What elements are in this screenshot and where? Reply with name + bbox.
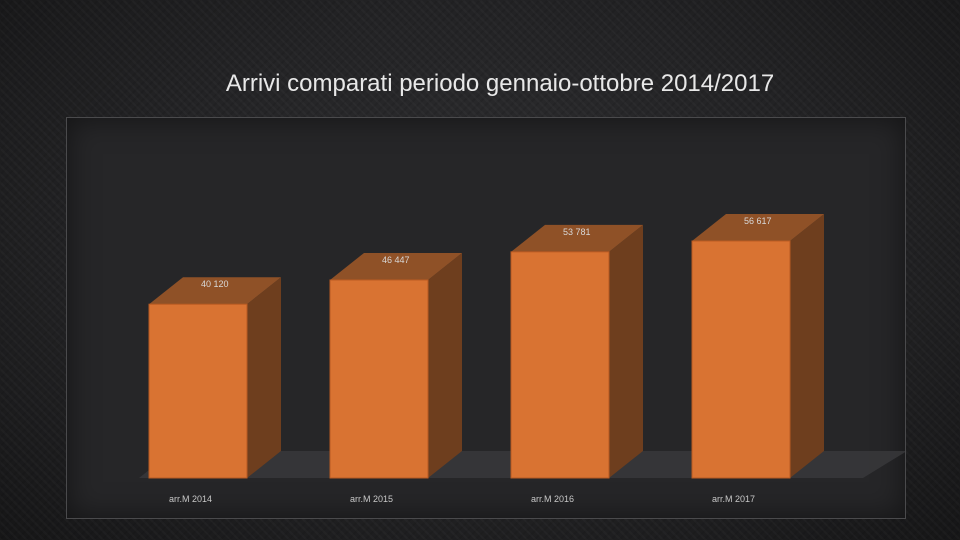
slide-title: Arrivi comparati periodo gennaio-ottobre… [225, 70, 775, 97]
data-label-4: 56 617 [744, 216, 772, 226]
chart-area: 40 120 arr.M 2014 46 447 arr.M 2015 53 781 ar… [66, 117, 906, 519]
x-tick-label-2: arr.M 2015 [350, 494, 393, 504]
bar-top-3 [511, 224, 643, 252]
bar-side-1 [247, 277, 281, 478]
bar-2 [329, 279, 429, 479]
data-label-1: 40 120 [201, 279, 229, 289]
bar-chart: 40 120 arr.M 2014 46 447 arr.M 2015 53 781 ar… [139, 213, 905, 504]
bar-side-4 [790, 213, 824, 478]
data-label-2: 46 447 [382, 255, 410, 265]
bar-side-3 [609, 224, 643, 478]
bar-1 [148, 303, 248, 479]
x-tick-label-4: arr.M 2017 [712, 494, 755, 504]
bar-4 [691, 240, 791, 479]
x-tick-label-3: arr.M 2016 [531, 494, 574, 504]
data-label-3: 53 781 [563, 227, 591, 237]
bar-side-2 [428, 252, 462, 478]
x-tick-label-1: arr.M 2014 [169, 494, 212, 504]
bar-top-1 [149, 277, 281, 305]
bar-3 [510, 251, 610, 479]
bar-top-4 [692, 213, 824, 241]
bar-top-2 [330, 252, 462, 280]
